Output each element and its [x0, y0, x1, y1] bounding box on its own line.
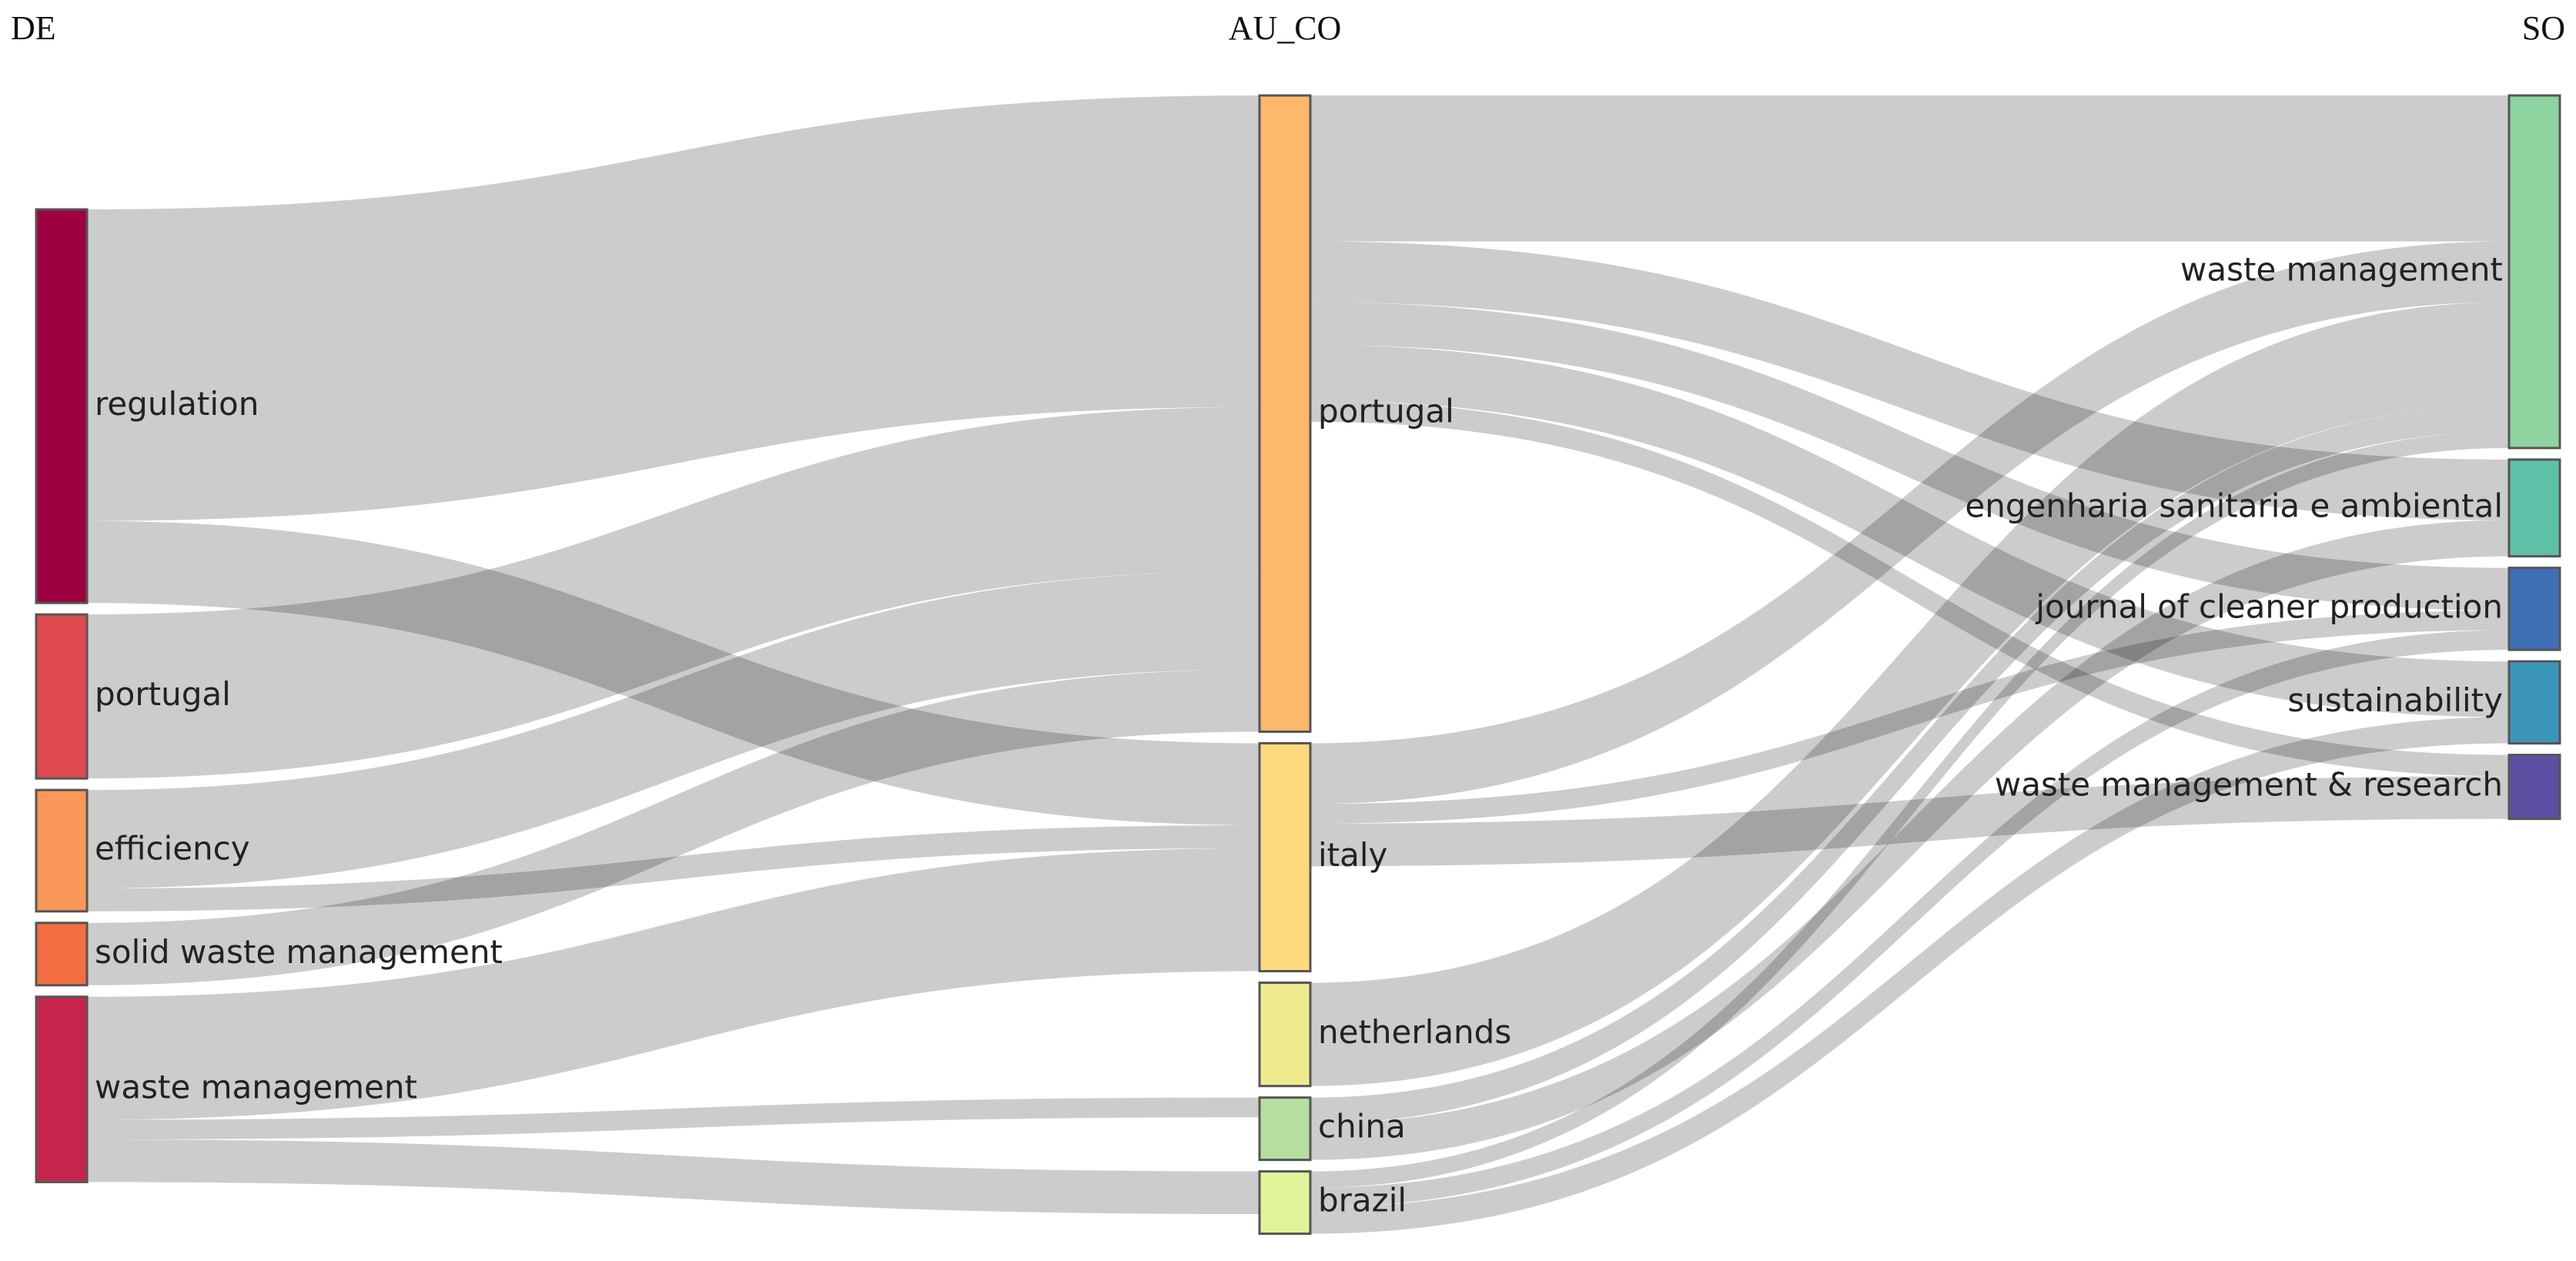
- node-label: solid waste management: [95, 933, 503, 971]
- node: [35, 613, 89, 780]
- node-label: regulation: [95, 385, 259, 423]
- node-label: engenharia sanitaria e ambiental: [1965, 487, 2503, 524]
- node: [1258, 741, 1312, 973]
- node: [35, 788, 89, 913]
- flow-link: [87, 669, 1260, 985]
- column-header: DE: [11, 9, 56, 47]
- node: [35, 922, 89, 987]
- node: [2507, 567, 2561, 651]
- flow-link: [1310, 520, 2509, 1160]
- column-header: SO: [2522, 9, 2565, 47]
- node-label: portugal: [95, 675, 231, 713]
- node: [1258, 94, 1312, 733]
- column-header: AU_CO: [1229, 9, 1342, 47]
- node: [2507, 754, 2561, 821]
- flow-link: [1310, 400, 2509, 777]
- flow-link: [1310, 302, 2509, 610]
- node-label: waste management: [2180, 250, 2503, 288]
- node: [1258, 1170, 1312, 1236]
- flow-link: [1310, 610, 2509, 824]
- node: [2507, 660, 2561, 745]
- flow-link: [87, 95, 1260, 521]
- node-label: journal of cleaner production: [2035, 587, 2503, 625]
- node: [35, 995, 89, 1183]
- flow-link: [87, 406, 1260, 779]
- node: [35, 208, 89, 604]
- flow-link: [87, 570, 1260, 888]
- flow-link: [1310, 344, 2509, 717]
- flow-link: [87, 824, 1260, 911]
- flow-link: [1310, 431, 2509, 1188]
- flow-link: [87, 1097, 1260, 1140]
- node: [1258, 982, 1312, 1088]
- node-label: portugal: [1318, 393, 1454, 430]
- flow-link: [1310, 302, 2509, 1086]
- node-label: efficiency: [95, 830, 250, 868]
- node-label: netherlands: [1318, 1013, 1511, 1051]
- node-label: waste management & research: [1995, 766, 2503, 804]
- flow-link: [1310, 241, 2509, 520]
- node-label: sustainability: [2287, 681, 2503, 719]
- node-label: italy: [1318, 836, 1387, 874]
- flow-link: [87, 848, 1260, 1120]
- node: [2507, 458, 2561, 558]
- flow-link: [1310, 95, 2509, 242]
- flow-link: [87, 1139, 1260, 1215]
- node-label: brazil: [1318, 1182, 1407, 1219]
- flow-link: [1310, 776, 2509, 867]
- node: [1258, 1096, 1312, 1162]
- flow-link: [87, 520, 1260, 825]
- flow-link: [1310, 717, 2509, 1234]
- flow-link: [1310, 630, 2509, 1208]
- flow-link: [1310, 405, 2509, 1124]
- node-label: waste management: [95, 1069, 417, 1106]
- flow-link: [1310, 241, 2509, 804]
- node-label: china: [1318, 1108, 1406, 1146]
- node: [2507, 94, 2561, 450]
